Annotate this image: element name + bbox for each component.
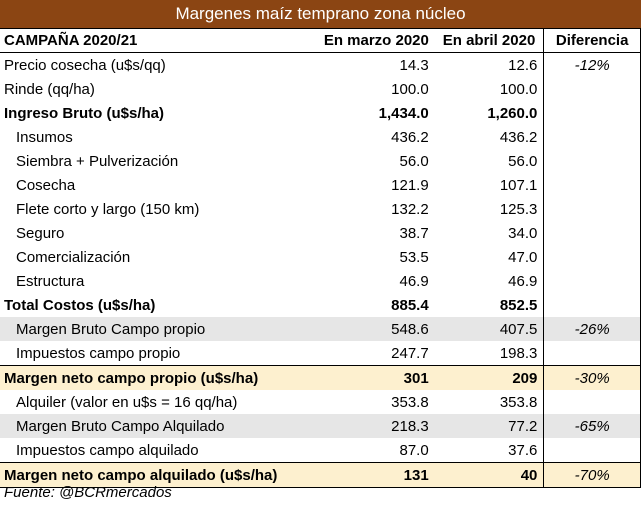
table-row: Siembra + Pulverización 56.0 56.0 (0, 149, 641, 173)
row-label: Ingreso Bruto (u$s/ha) (4, 104, 165, 122)
row-diff (543, 173, 641, 197)
row-value-april: 56.0 (508, 152, 538, 170)
row-value-march: 56.0 (399, 152, 429, 170)
row-value-march: 1,434.0 (378, 104, 429, 122)
table-row: Insumos 436.2 436.2 (0, 125, 641, 149)
row-diff (543, 269, 641, 293)
row-diff (543, 149, 641, 173)
table-row: Estructura 46.9 46.9 (0, 269, 641, 293)
table-row: Impuestos campo propio 247.7 198.3 (0, 341, 641, 366)
row-value-march: 14.3 (399, 56, 429, 74)
row-value-march: 121.9 (391, 176, 429, 194)
row-value-march: 38.7 (399, 224, 429, 242)
row-value-march: 218.3 (317, 414, 435, 438)
row-diff: -70% (543, 462, 641, 488)
row-value-april: 34.0 (508, 224, 538, 242)
row-value-march: 353.8 (391, 393, 429, 411)
row-value-april: 47.0 (508, 248, 538, 266)
row-value-april: 12.6 (508, 56, 538, 74)
row-value-april: 407.5 (434, 317, 544, 341)
margins-table: CAMPAÑA 2020/21 En marzo 2020 En abril 2… (0, 28, 641, 488)
table-row: Comercialización 53.5 47.0 (0, 245, 641, 269)
row-diff (543, 101, 641, 125)
header-col-diff: Diferencia (543, 28, 641, 53)
row-label: Impuestos campo alquilado (16, 441, 199, 459)
table-row: Precio cosecha (u$s/qq) 14.3 12.6 -12% (0, 52, 641, 77)
table-header-row: CAMPAÑA 2020/21 En marzo 2020 En abril 2… (0, 28, 641, 53)
source-note: Fuente: @BCRmercados (4, 484, 172, 501)
table-row: Impuestos campo alquilado 87.0 37.6 (0, 438, 641, 463)
row-diff: -30% (543, 365, 641, 390)
row-value-march: 132.2 (391, 200, 429, 218)
table-row: Flete corto y largo (150 km) 132.2 125.3 (0, 197, 641, 221)
row-value-march: 53.5 (399, 248, 429, 266)
row-value-april: 40 (434, 462, 544, 488)
row-value-march: 436.2 (391, 128, 429, 146)
row-diff: -12% (543, 52, 641, 77)
row-diff (543, 77, 641, 101)
header-label: CAMPAÑA 2020/21 (0, 28, 318, 53)
row-label: Siembra + Pulverización (16, 152, 179, 170)
row-value-march: 885.4 (391, 296, 429, 314)
row-label: Margen Bruto Campo propio (0, 317, 318, 341)
table-row: Margen Bruto Campo propio 548.6 407.5 -26% (0, 317, 641, 341)
row-diff (543, 390, 641, 414)
row-value-march: 131 (317, 462, 435, 488)
row-diff (543, 341, 641, 366)
table-row: Cosecha 121.9 107.1 (0, 173, 641, 197)
row-value-april: 353.8 (499, 393, 538, 411)
row-label: Margen neto campo alquilado (u$s/ha) (0, 462, 318, 488)
table-row: Rinde (qq/ha) 100.0 100.0 (0, 77, 641, 101)
row-value-march: 87.0 (399, 441, 429, 459)
table-row: Margen neto campo alquilado (u$s/ha) 131 4… (0, 462, 641, 488)
row-value-march: 548.6 (317, 317, 435, 341)
row-diff (543, 125, 641, 149)
row-label: Margen neto campo propio (u$s/ha) (0, 365, 318, 390)
row-label: Impuestos campo propio (16, 344, 181, 362)
row-value-april: 46.9 (508, 272, 538, 290)
row-value-april: 107.1 (499, 176, 538, 194)
row-value-april: 100.0 (499, 80, 538, 98)
row-diff (543, 245, 641, 269)
table-row: Seguro 38.7 34.0 (0, 221, 641, 245)
row-diff (543, 438, 641, 463)
table-row: Total Costos (u$s/ha) 885.4 852.5 (0, 293, 641, 317)
table-row: Margen Bruto Campo Alquilado 218.3 77.2 -65… (0, 414, 641, 438)
row-value-march: 100.0 (391, 80, 429, 98)
row-value-april: 125.3 (499, 200, 538, 218)
header-col-march: En marzo 2020 (317, 28, 435, 53)
row-label: Comercialización (16, 248, 131, 266)
row-value-march: 301 (317, 365, 435, 390)
row-value-april: 436.2 (499, 128, 538, 146)
row-label: Rinde (qq/ha) (4, 80, 95, 98)
row-diff (543, 197, 641, 221)
table-title: Margenes maíz temprano zona núcleo (0, 0, 641, 28)
row-label: Margen Bruto Campo Alquilado (0, 414, 318, 438)
row-label: Cosecha (16, 176, 76, 194)
row-value-april: 77.2 (434, 414, 544, 438)
header-col-april: En abril 2020 (434, 28, 544, 53)
row-value-april: 1,260.0 (487, 104, 538, 122)
row-label: Alquiler (valor en u$s = 16 qq/ha) (16, 393, 238, 411)
row-diff (543, 293, 641, 317)
row-label: Estructura (16, 272, 85, 290)
table-row: Alquiler (valor en u$s = 16 qq/ha) 353.8 3… (0, 390, 641, 414)
row-value-april: 852.5 (499, 296, 538, 314)
row-label: Total Costos (u$s/ha) (4, 296, 156, 314)
table-row: Margen neto campo propio (u$s/ha) 301 209-… (0, 365, 641, 390)
row-label: Flete corto y largo (150 km) (16, 200, 200, 218)
table-row: Ingreso Bruto (u$s/ha) 1,434.0 1,260.0 (0, 101, 641, 125)
row-label: Insumos (16, 128, 73, 146)
row-value-april: 198.3 (499, 344, 538, 362)
row-value-april: 37.6 (508, 441, 538, 459)
row-diff: -26% (543, 317, 641, 341)
row-label: Seguro (16, 224, 65, 242)
row-diff (543, 221, 641, 245)
row-label: Precio cosecha (u$s/qq) (4, 56, 166, 74)
row-value-march: 46.9 (399, 272, 429, 290)
row-value-april: 209 (434, 365, 544, 390)
row-value-march: 247.7 (391, 344, 429, 362)
row-diff: -65% (543, 414, 641, 438)
